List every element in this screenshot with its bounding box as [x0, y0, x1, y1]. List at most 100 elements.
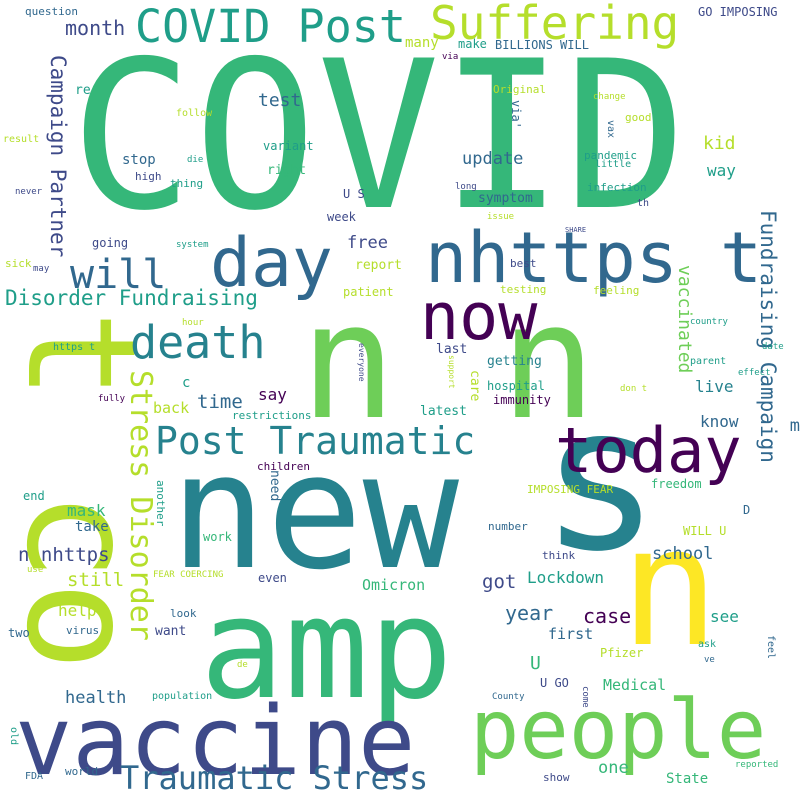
word-imposing-fear-97: IMPOSING FEAR: [527, 483, 614, 496]
word-ask-126: ask: [698, 639, 717, 650]
word-post-traumatic-18: Post Traumatic: [155, 419, 476, 463]
word-another-101: another: [154, 480, 167, 527]
word-go-imposing-29: GO IMPOSING: [698, 5, 778, 19]
word-covid-0: COVID: [70, 18, 688, 256]
word-issue-57: issue: [487, 212, 515, 222]
word-re-31: re: [75, 83, 91, 98]
word-live-81: live: [695, 377, 734, 396]
word-pandemic-41: pandemic: [584, 149, 637, 162]
word-may-66: may: [33, 264, 50, 274]
word-c-80: c: [182, 375, 191, 391]
word-omicron-116: Omicron: [362, 576, 426, 594]
word-still-113: still: [67, 569, 125, 591]
word-test-25: test: [258, 90, 302, 111]
word-come-137: come: [580, 686, 590, 708]
word-children-95: children: [257, 460, 310, 473]
word-going-62: going: [92, 236, 129, 250]
word-never-55: never: [15, 187, 43, 197]
word-amp-5: amp: [200, 568, 453, 731]
word-nhttps-t-10: nhttps t: [425, 217, 763, 299]
word-n-1: n: [300, 268, 397, 455]
word-s-4: s: [540, 363, 661, 596]
word-latest-92: latest: [420, 404, 467, 419]
word-t-co-6: t co: [0, 310, 167, 672]
word-death-17: death: [130, 316, 266, 369]
word-parent-77: parent: [690, 356, 727, 367]
word-via-34: via': [509, 100, 523, 129]
word-work-106: work: [203, 530, 232, 544]
word-lockdown-115: Lockdown: [527, 568, 605, 587]
word-everyone-76: everyone: [357, 343, 366, 382]
word-back-90: back: [153, 399, 190, 417]
word-de-131: de: [237, 660, 248, 670]
word-fundraising-campaign-22: Fundraising Campaign: [756, 210, 780, 463]
word-think-109: think: [542, 549, 576, 562]
word-day-13: day: [210, 224, 333, 303]
word-number-105: number: [488, 520, 528, 533]
word-make-27: make: [458, 37, 487, 51]
word-see-119: see: [710, 607, 739, 626]
word-mask-100: mask: [67, 501, 106, 520]
word-care-84: care: [467, 370, 482, 402]
word-freedom-98: freedom: [651, 477, 702, 491]
word-long-54: long: [455, 182, 477, 192]
word-fully-89: fully: [98, 394, 126, 404]
word-restrictions-91: restrictions: [232, 409, 312, 422]
word-help-120: help: [58, 601, 97, 620]
word-month-24: month: [65, 16, 126, 40]
word-last-75: last: [436, 342, 468, 357]
word-traumatic-stress-19: Traumatic Stress: [120, 759, 429, 797]
word-disorder-fundraising-21: Disorder Fundraising: [5, 286, 258, 310]
word-ve-130: ve: [704, 655, 715, 665]
word-kid-40: kid: [703, 133, 736, 154]
word-old-138: old: [8, 727, 19, 746]
word-share-59: SHARE: [565, 226, 587, 234]
word-suffering-15: Suffering: [430, 0, 680, 50]
word-will-u-104: WILL U: [683, 524, 727, 538]
word-show-142: show: [543, 771, 570, 784]
word-first-122: first: [548, 625, 594, 643]
word-today-11: today: [555, 414, 742, 487]
word-county-136: County: [492, 692, 525, 702]
word-time-87: time: [197, 391, 243, 413]
word-stress-disorder-20: Stress Disorder: [123, 370, 158, 641]
word-n-7: n: [620, 491, 720, 683]
word-follow-38: follow: [176, 108, 213, 119]
word-campaign-partner-23: Campaign Partner: [46, 55, 70, 258]
word-say-83: say: [258, 385, 287, 404]
word-fda-139: FDA: [25, 771, 44, 782]
word-want-125: want: [155, 624, 187, 639]
word-world-140: world: [65, 765, 99, 778]
word-fear-coercing-111: FEAR COERCING: [153, 570, 224, 580]
word-way-43: way: [707, 161, 736, 180]
word-one-141: one: [598, 758, 629, 778]
word-u-s-56: U S: [343, 187, 365, 201]
word-n-nhttps-107: n nhttps: [18, 544, 110, 566]
word-will-16: will: [70, 252, 167, 298]
word-week-58: week: [327, 210, 356, 224]
word-d-103: D: [743, 503, 751, 517]
word-patient-69: patient: [343, 285, 394, 299]
word-little-42: little: [595, 159, 632, 170]
word-getting-78: getting: [487, 354, 542, 369]
word-variant-46: variant: [263, 139, 314, 153]
word-m-94: m: [789, 416, 800, 436]
word-system-60: system: [176, 240, 209, 250]
word-date-73: date: [762, 342, 784, 352]
word-now-12: now: [420, 280, 538, 355]
word-question-30: question: [25, 5, 78, 18]
word-new-3: new: [170, 418, 459, 605]
word-best-64: best: [510, 257, 537, 270]
word-vax-35: vax: [605, 120, 616, 139]
word-end-96: end: [23, 489, 45, 503]
word-got-114: got: [482, 571, 517, 593]
word-sick-65: sick: [5, 257, 32, 270]
word-vaccinated-70: vaccinated: [674, 265, 695, 374]
word-change-37: change: [593, 92, 626, 102]
word-testing-67: testing: [500, 283, 547, 296]
word-u-go-132: U GO: [540, 676, 569, 690]
word-virus-124: virus: [66, 624, 100, 637]
word-know-93: know: [700, 412, 739, 431]
word-covid-post-14: COVID Post: [135, 0, 406, 53]
